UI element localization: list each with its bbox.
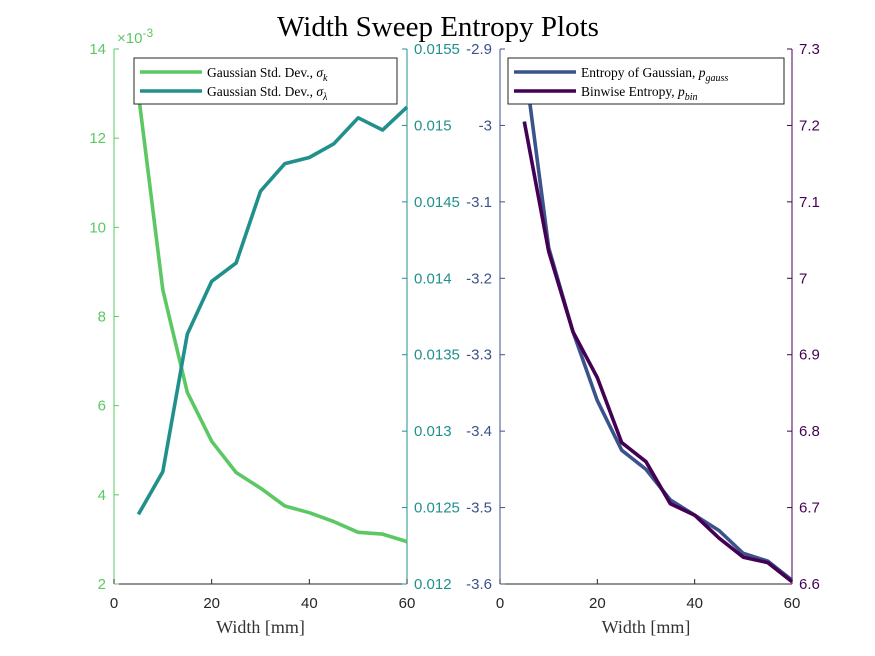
left-series-line-2	[136, 105, 409, 516]
left-right-y-tick-label: 0.012	[414, 576, 452, 593]
right-left-y-tick-label: -3.5	[466, 500, 492, 517]
left-x-tick-label: 60	[399, 595, 416, 612]
right-right-y-tick-label: 7	[799, 270, 807, 287]
right-x-tick-label: 40	[686, 595, 703, 612]
right-left-y-tick-label: -3.2	[466, 270, 492, 287]
right-right-y-tick-label: 6.8	[799, 423, 820, 440]
right-x-tick-label: 20	[589, 595, 606, 612]
left-series-line-1	[136, 93, 408, 544]
right-series-line-2	[522, 121, 794, 584]
left-x-tick-label: 20	[203, 595, 220, 612]
left-left-y-tick-label: 6	[98, 398, 106, 415]
left-left-y-tick-label: 14	[89, 41, 106, 58]
right-legend-box	[507, 57, 785, 105]
left-left-y-tick-label: 2	[98, 576, 106, 593]
left-x-axis-label: Width [mm]	[216, 617, 305, 637]
right-left-y-tick-label: -3.6	[466, 576, 492, 593]
left-legend-label-1: Gaussian Std. Dev., σk	[207, 65, 328, 84]
right-left-y-tick-label: -3.3	[466, 347, 492, 364]
left-legend-label-2: Gaussian Std. Dev., σλ	[207, 84, 328, 103]
left-left-y-tick-label: 8	[98, 309, 106, 326]
right-legend-label-1: Entropy of Gaussian, pgauss	[581, 65, 728, 84]
right-x-tick-label: 60	[784, 595, 801, 612]
left-right-y-tick-label: 0.014	[414, 270, 452, 287]
right-left-y-tick-label: -3.1	[466, 194, 492, 211]
left-x-tick-label: 0	[110, 595, 118, 612]
left-right-y-tick-label: 0.0135	[414, 347, 460, 364]
right-x-axis-label: Width [mm]	[602, 617, 691, 637]
left-left-y-tick-label: 12	[89, 130, 106, 147]
right-right-y-tick-label: 6.7	[799, 500, 820, 517]
right-panel: 0 20 40 60 Width [mm] -3.6 -3.5 -3.4 -3.3 -3.2 -3.…	[466, 41, 820, 637]
right-legend-label-2: Binwise Entropy, pbin	[581, 84, 698, 103]
left-right-y-tick-label: 0.015	[414, 117, 452, 134]
right-left-y-tick-label: -3	[479, 117, 492, 134]
left-right-y-tick-label: 0.0145	[414, 194, 460, 211]
left-left-y-tick-label: 4	[98, 487, 106, 504]
right-left-y-tick-label: -2.9	[466, 41, 492, 58]
left-right-y-tick-label: 0.0155	[414, 41, 460, 58]
right-left-y-tick-label: -3.4	[466, 423, 492, 440]
right-right-y-tick-label: 7.1	[799, 194, 820, 211]
left-exponent-label: ×10-3	[117, 26, 153, 47]
right-right-y-tick-label: 7.2	[799, 117, 820, 134]
chart-title: Width Sweep Entropy Plots	[277, 11, 599, 43]
right-right-y-tick-label: 6.6	[799, 576, 820, 593]
right-right-y-tick-label: 7.3	[799, 41, 820, 58]
left-right-y-tick-label: 0.013	[414, 423, 452, 440]
left-panel: 0 20 40 60 Width [mm] 2 4 6 8 10 12 14 0.012 0.0125 0.…	[89, 26, 460, 637]
left-right-y-tick-label: 0.0125	[414, 500, 460, 517]
left-x-tick-label: 40	[301, 595, 318, 612]
left-legend-box	[133, 57, 398, 105]
left-left-y-tick-label: 10	[89, 219, 106, 236]
right-right-y-tick-label: 6.9	[799, 347, 820, 364]
right-x-tick-label: 0	[496, 595, 504, 612]
